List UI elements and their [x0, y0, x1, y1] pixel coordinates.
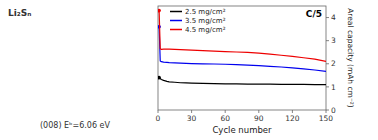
y-axis-label: Areal capacity (mAh cm⁻²)	[346, 8, 355, 108]
x-tick-label: 120	[285, 114, 300, 123]
y-tick	[326, 17, 329, 18]
y-tick-label: 1	[331, 83, 336, 92]
y-tick-label: 0	[331, 106, 336, 115]
legend-swatch	[170, 29, 182, 31]
x-tick-label: 60	[220, 114, 230, 123]
y-tick-label: 4	[331, 13, 336, 22]
annotation: (008) Eᵇ=6.06 eV	[40, 121, 111, 130]
legend-label: 3.5 mg/cm²	[185, 17, 226, 25]
x-axis-label: Cycle number	[212, 125, 272, 135]
x-tick	[191, 110, 192, 113]
series-line	[159, 27, 326, 72]
x-tick	[326, 110, 327, 113]
y-tick	[326, 40, 329, 41]
x-tick-label: 150	[319, 114, 334, 123]
y-tick	[326, 110, 329, 111]
annotation: Li₂Sₙ	[8, 8, 31, 18]
y-tick-label: 3	[331, 36, 336, 45]
legend-swatch	[170, 20, 182, 22]
y-tick-label: 2	[331, 59, 336, 68]
point	[158, 9, 161, 13]
x-tick	[158, 110, 159, 113]
point	[158, 76, 161, 80]
x-tick	[292, 110, 293, 113]
x-tick	[258, 110, 259, 113]
y-tick	[326, 63, 329, 64]
legend-label: 2.5 mg/cm²	[185, 8, 226, 16]
x-tick-label: 90	[254, 114, 264, 123]
x-tick	[225, 110, 226, 113]
series-line	[159, 78, 326, 85]
x-tick-label: 0	[156, 114, 161, 123]
chart: Li₂Sₙ(008) Eᵇ=6.06 eV0306090120150Cycle …	[0, 0, 378, 140]
plot-frame	[158, 6, 326, 110]
annotation: C/5	[306, 9, 322, 19]
plot-marks	[158, 9, 326, 85]
x-tick-label: 30	[187, 114, 197, 123]
y-tick	[326, 86, 329, 87]
legend-swatch	[170, 11, 182, 13]
legend-label: 4.5 mg/cm²	[185, 26, 226, 34]
series-line	[159, 11, 326, 62]
